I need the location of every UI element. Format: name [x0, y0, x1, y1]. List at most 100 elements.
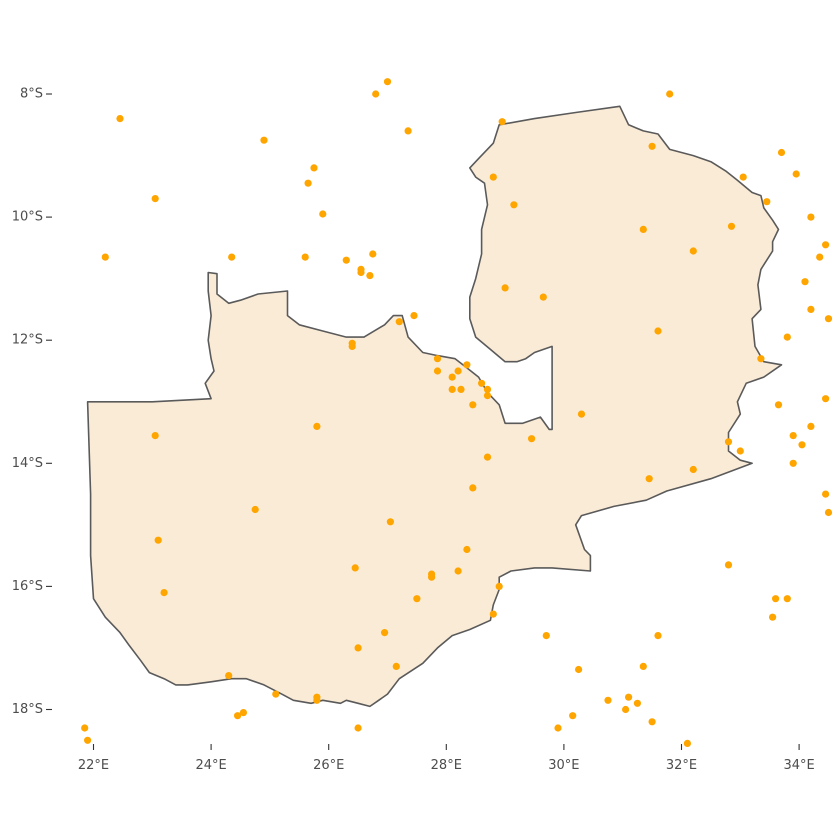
location-point: [448, 385, 456, 393]
location-point: [386, 518, 394, 526]
location-point: [807, 213, 815, 221]
y-tick-label: 14°S: [12, 456, 43, 471]
location-point: [736, 447, 744, 455]
location-point: [260, 136, 268, 144]
location-point: [433, 355, 442, 363]
location-point: [351, 564, 359, 572]
location-point: [428, 573, 436, 581]
location-point: [448, 373, 456, 381]
location-point: [763, 198, 771, 206]
location-point: [528, 435, 536, 443]
location-point: [101, 253, 109, 261]
location-point: [354, 724, 362, 732]
y-tick-label: 16°S: [12, 579, 43, 594]
location-point: [822, 395, 830, 403]
location-point: [413, 595, 421, 603]
location-point: [369, 250, 377, 258]
location-point: [304, 179, 312, 187]
location-point: [757, 355, 765, 363]
location-point: [554, 724, 562, 732]
x-tick-label: 24°E: [195, 758, 226, 773]
location-point: [495, 582, 503, 591]
location-point: [783, 595, 791, 603]
location-point: [454, 567, 462, 575]
location-point: [604, 696, 612, 704]
location-point: [160, 589, 168, 597]
y-tick-label: 12°S: [12, 333, 43, 348]
location-point: [154, 536, 162, 544]
location-point: [542, 632, 550, 640]
location-point: [724, 561, 733, 569]
location-point: [454, 367, 462, 375]
y-tick-label: 8°S: [20, 87, 43, 102]
location-point: [342, 256, 350, 264]
location-point: [772, 595, 780, 603]
location-point: [633, 699, 642, 707]
location-point: [727, 222, 736, 230]
location-point: [539, 293, 547, 301]
location-point: [234, 712, 242, 720]
location-point: [645, 475, 653, 483]
location-point: [783, 333, 791, 341]
location-point: [404, 127, 412, 135]
location-point: [272, 690, 280, 698]
location-point: [357, 268, 365, 277]
location-point: [792, 170, 800, 178]
y-axis: 8°S 10°S 12°S 14°S 16°S 18°S: [12, 87, 52, 717]
location-point: [789, 432, 797, 440]
country-layer: [86, 105, 783, 708]
location-point: [801, 278, 809, 286]
location-point: [769, 613, 777, 621]
y-tick-label: 18°S: [12, 702, 43, 717]
location-point: [822, 490, 830, 498]
location-point: [395, 318, 403, 326]
location-point: [683, 739, 692, 748]
location-point: [433, 367, 442, 375]
y-tick-label: 10°S: [12, 210, 43, 225]
location-point: [228, 253, 236, 261]
location-point: [239, 709, 247, 717]
location-point: [816, 253, 824, 261]
location-point: [807, 305, 815, 313]
location-point: [510, 201, 518, 209]
location-point: [622, 705, 630, 714]
location-point: [301, 253, 309, 261]
location-point: [392, 662, 400, 671]
location-point: [575, 665, 583, 674]
x-tick-label: 34°E: [783, 758, 814, 773]
location-point: [457, 385, 465, 393]
location-point: [822, 241, 830, 249]
location-point: [116, 115, 124, 123]
location-point: [724, 438, 733, 446]
x-axis: 22°E 24°E 26°E 28°E 30°E 32°E 34°E: [78, 744, 815, 773]
location-point: [569, 712, 577, 720]
location-point: [689, 465, 697, 474]
location-point: [654, 632, 662, 640]
location-point: [807, 422, 815, 430]
location-point: [777, 148, 786, 157]
x-tick-label: 26°E: [313, 758, 344, 773]
location-point: [483, 385, 492, 393]
location-point: [313, 422, 321, 430]
location-point: [577, 410, 586, 418]
location-point: [366, 272, 374, 280]
location-point: [625, 693, 633, 701]
location-point: [654, 327, 662, 335]
location-point: [739, 173, 747, 181]
location-point: [824, 315, 833, 323]
location-point: [313, 696, 321, 704]
points-layer: [81, 78, 833, 748]
location-point: [151, 432, 159, 440]
location-point: [483, 392, 492, 400]
location-point: [648, 718, 656, 726]
location-point: [824, 508, 833, 517]
location-point: [666, 90, 674, 98]
location-point: [410, 312, 418, 320]
location-point: [463, 361, 471, 369]
location-point: [372, 90, 380, 98]
country-zambia-outline: [86, 105, 783, 708]
x-tick-label: 32°E: [666, 758, 697, 773]
location-point: [498, 118, 506, 126]
location-point: [381, 629, 389, 637]
location-point: [501, 284, 509, 292]
